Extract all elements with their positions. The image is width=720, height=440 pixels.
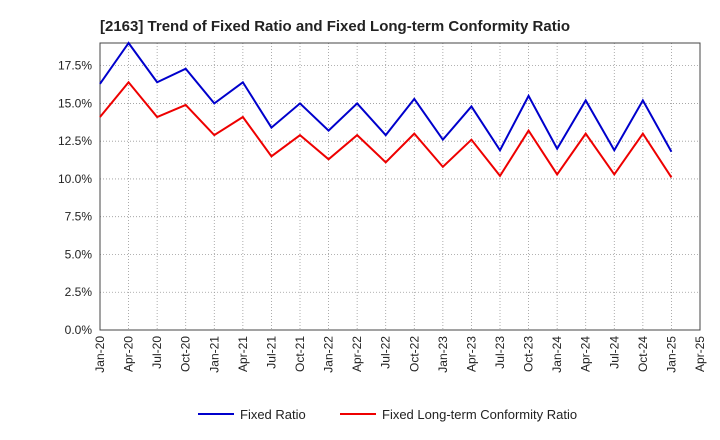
x-tick-label: Apr-20 — [122, 336, 136, 372]
y-tick-label: 15.0% — [58, 96, 92, 110]
series-line — [99, 80, 673, 178]
axis-layer: 0.0% 2.5% 5.0% 7.5% 10.0% 12.5% 15.0% 17.5% Jan-… — [58, 42, 707, 373]
series-line — [99, 41, 673, 153]
y-tick-label: 17.5% — [58, 59, 92, 73]
x-tick-label: Apr-23 — [464, 336, 478, 372]
y-tick-label: 0.0% — [65, 323, 93, 337]
legend-label: Fixed Ratio — [240, 407, 306, 422]
x-tick-label: Jan-24 — [550, 336, 564, 373]
x-tick-label: Oct-20 — [179, 336, 193, 372]
x-tick-label: Oct-22 — [407, 336, 421, 372]
x-tick-label: Jul-20 — [150, 336, 164, 369]
x-tick-label: Jan-21 — [207, 336, 221, 373]
x-tick-label: Oct-23 — [522, 336, 536, 372]
x-tick-label: Jan-25 — [664, 336, 678, 373]
x-tick-label: Apr-25 — [693, 336, 707, 372]
x-tick-label: Jul-21 — [264, 336, 278, 369]
y-tick-label: 7.5% — [65, 210, 93, 224]
x-tick-label: Jul-23 — [493, 336, 507, 369]
legend-label: Fixed Long-term Conformity Ratio — [382, 407, 577, 422]
y-tick-label: 2.5% — [65, 285, 93, 299]
x-tick-label: Apr-22 — [350, 336, 364, 372]
x-tick-label: Jul-24 — [607, 336, 621, 369]
series-layer — [99, 41, 673, 178]
x-tick-label: Jan-20 — [93, 336, 107, 373]
x-tick-label: Apr-21 — [236, 336, 250, 372]
plot-area-border — [99, 42, 701, 331]
x-tick-label: Jan-22 — [322, 336, 336, 373]
x-tick-label: Oct-24 — [636, 336, 650, 372]
chart-title: [2163] Trend of Fixed Ratio and Fixed Lo… — [100, 18, 570, 35]
x-tick-label: Apr-24 — [579, 336, 593, 372]
y-tick-label: 5.0% — [65, 247, 93, 261]
x-tick-label: Oct-21 — [293, 336, 307, 372]
y-tick-label: 10.0% — [58, 172, 92, 186]
x-tick-label: Jan-23 — [436, 336, 450, 373]
legend: Fixed Ratio Fixed Long-term Conformity Ra… — [198, 407, 577, 422]
x-tick-label: Jul-22 — [379, 336, 393, 369]
y-tick-label: 12.5% — [58, 134, 92, 148]
grid-layer — [99, 43, 701, 331]
